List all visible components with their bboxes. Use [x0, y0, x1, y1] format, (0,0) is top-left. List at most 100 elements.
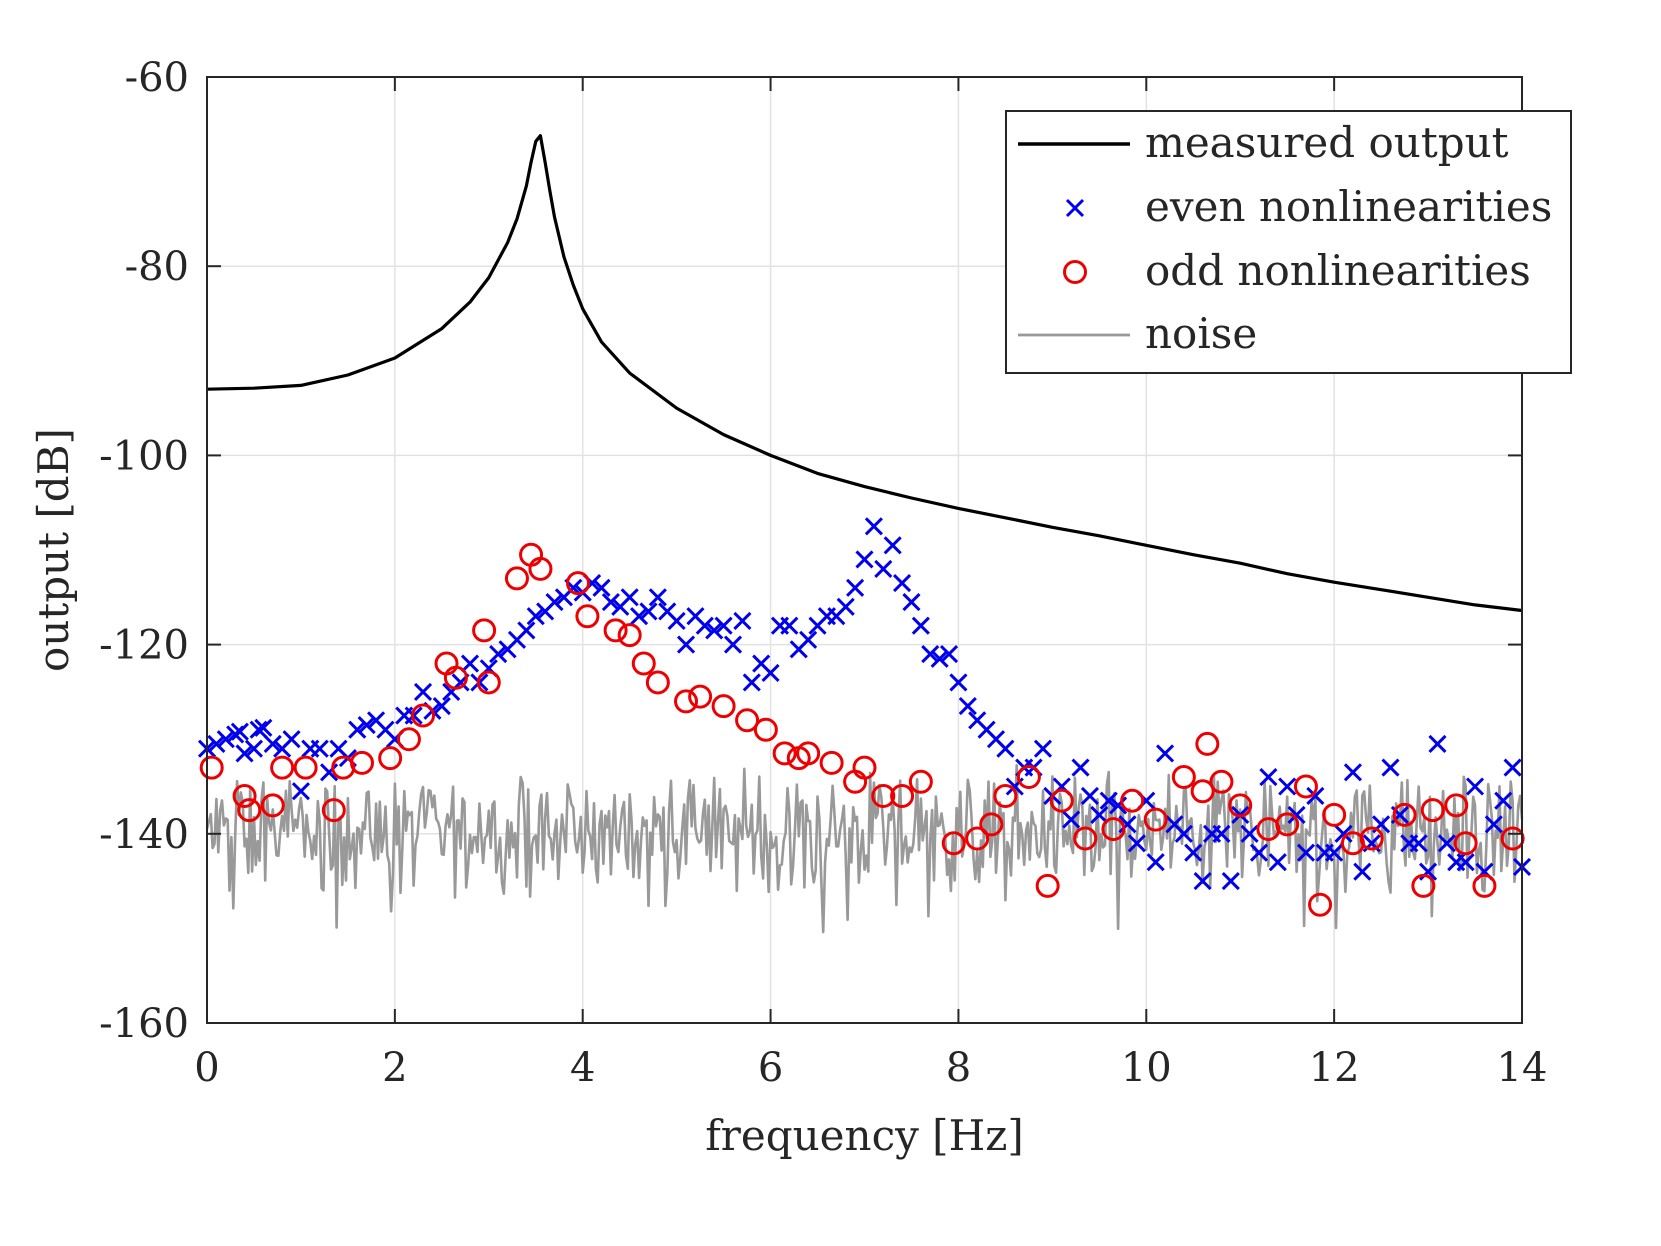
odd-nonlinearity-marker [1143, 807, 1168, 832]
marker-stroke [986, 730, 1006, 749]
marker-stroke [1240, 824, 1259, 843]
odd-nonlinearity-marker [1190, 779, 1215, 804]
odd-nonlinearity-marker [1195, 731, 1220, 756]
marker-stroke [1503, 758, 1522, 777]
even-nonlinearity-marker [1503, 758, 1522, 777]
marker-stroke [1465, 777, 1485, 796]
even-nonlinearity-marker [921, 644, 940, 664]
plot-area [197, 134, 1532, 934]
marker-stroke [244, 739, 264, 758]
legend-label: noise [1145, 309, 1257, 358]
odd-nonlinearity-marker [674, 689, 699, 714]
marker-stroke [230, 722, 249, 741]
odd-nonlinearity-marker [979, 812, 1004, 837]
even-nonlinearity-marker [1099, 791, 1118, 810]
odd-nonlinearity-marker [1293, 774, 1318, 799]
marker-stroke [1109, 796, 1128, 815]
marker-stroke [413, 682, 433, 701]
even-nonlinearity-marker [249, 720, 268, 739]
marker-stroke [1146, 853, 1165, 872]
axes-box [206, 76, 1523, 1024]
ticks: 0 2 4 6 8 10 12 14 -160 -140 -120 -100 -80 -60 [99, 55, 1547, 1091]
cross-marker-icon [1065, 198, 1085, 218]
marker-stroke [1065, 198, 1085, 218]
odd-nonlinearity-marker [1444, 793, 1469, 818]
even-nonlinearity-marker [799, 630, 818, 649]
circle-marker-icon [1063, 260, 1087, 284]
marker-stroke [723, 635, 743, 654]
odd-nonlinearity-marker [1016, 765, 1041, 790]
odd-nonlinearity-marker [232, 783, 257, 808]
marker-stroke [1080, 786, 1099, 806]
legend-item-measured-output: measured output [1018, 118, 1509, 167]
marker-stroke [630, 607, 649, 626]
even-nonlinearity-marker [1071, 758, 1090, 777]
marker-stroke [329, 739, 348, 758]
even-nonlinearity-marker [254, 718, 273, 737]
marker-stroke [902, 592, 921, 612]
even-nonlinearity-marker [1296, 843, 1316, 862]
marker-stroke [733, 611, 752, 631]
marker-stroke [367, 711, 386, 730]
marker-stroke [1221, 872, 1240, 891]
odd-nonlinearity-marker [941, 831, 966, 856]
even-nonlinearity-marker [592, 578, 611, 597]
y-axis-label: output [dB] [29, 428, 78, 672]
even-nonlinearity-marker [348, 720, 367, 739]
even-nonlinearity-marker [733, 611, 752, 631]
odd-nonlinearity-marker [819, 750, 844, 775]
odd-nonlinearity-marker [1049, 788, 1074, 813]
marker-stroke [320, 763, 339, 782]
even-nonlinearity-marker [230, 722, 249, 741]
even-nonlinearity-marker [244, 739, 264, 758]
even-nonlinearity-marker [1118, 815, 1137, 834]
even-nonlinearity-marker [723, 635, 743, 654]
odd-nonlinearity-marker [411, 703, 436, 728]
even-nonlinearity-marker [902, 592, 921, 612]
marker-stroke [1494, 791, 1513, 810]
marker-stroke [282, 730, 301, 749]
marker-stroke [1165, 815, 1184, 834]
even-nonlinearity-marker [1240, 824, 1259, 843]
marker-stroke [432, 697, 451, 716]
marker-stroke [357, 715, 376, 735]
even-nonlinearity-marker [526, 607, 545, 626]
marker-stroke [911, 616, 930, 635]
odd-nonlinearity-marker [688, 684, 713, 709]
odd-nonlinearity-marker [349, 750, 374, 775]
marker-stroke [249, 720, 268, 739]
marker-stroke [714, 616, 733, 635]
even-nonlinearity-marker [1343, 763, 1362, 782]
even-nonlinearity-marker [432, 697, 451, 716]
marker-stroke [1343, 763, 1362, 782]
x-tick-label: 8 [946, 1045, 971, 1091]
even-nonlinearity-marker [667, 611, 686, 631]
even-nonlinearity-marker [545, 592, 564, 612]
even-nonlinearity-marker [1437, 834, 1456, 853]
even-nonlinearity-marker [357, 715, 376, 735]
y-tick-label: -140 [99, 812, 189, 858]
marker-stroke [1156, 744, 1175, 763]
marker-stroke [1212, 824, 1231, 843]
even-nonlinearity-marker [911, 616, 930, 635]
even-nonlinearity-marker [1146, 853, 1165, 872]
marker-stroke [958, 697, 977, 716]
marker-stroke [1249, 843, 1269, 862]
even-nonlinearity-marker [413, 682, 433, 701]
marker-stroke [601, 592, 620, 612]
x-tick-label: 10 [1121, 1045, 1172, 1091]
odd-nonlinearity-marker [993, 783, 1018, 808]
even-nonlinearity-marker [235, 744, 254, 763]
even-nonlinearity-marker [1156, 744, 1175, 763]
marker-stroke [1428, 734, 1447, 753]
even-nonlinearity-marker [1419, 862, 1438, 881]
marker-stroke [1334, 824, 1353, 843]
odd-nonlinearity-marker [1120, 788, 1145, 813]
marker-stroke [996, 739, 1015, 758]
even-nonlinearity-marker [874, 559, 893, 578]
odd-nonlinearity-marker [237, 798, 262, 823]
even-nonlinearity-marker [705, 621, 724, 640]
even-nonlinearity-marker [639, 602, 658, 621]
even-nonlinearity-marker [1090, 805, 1109, 824]
